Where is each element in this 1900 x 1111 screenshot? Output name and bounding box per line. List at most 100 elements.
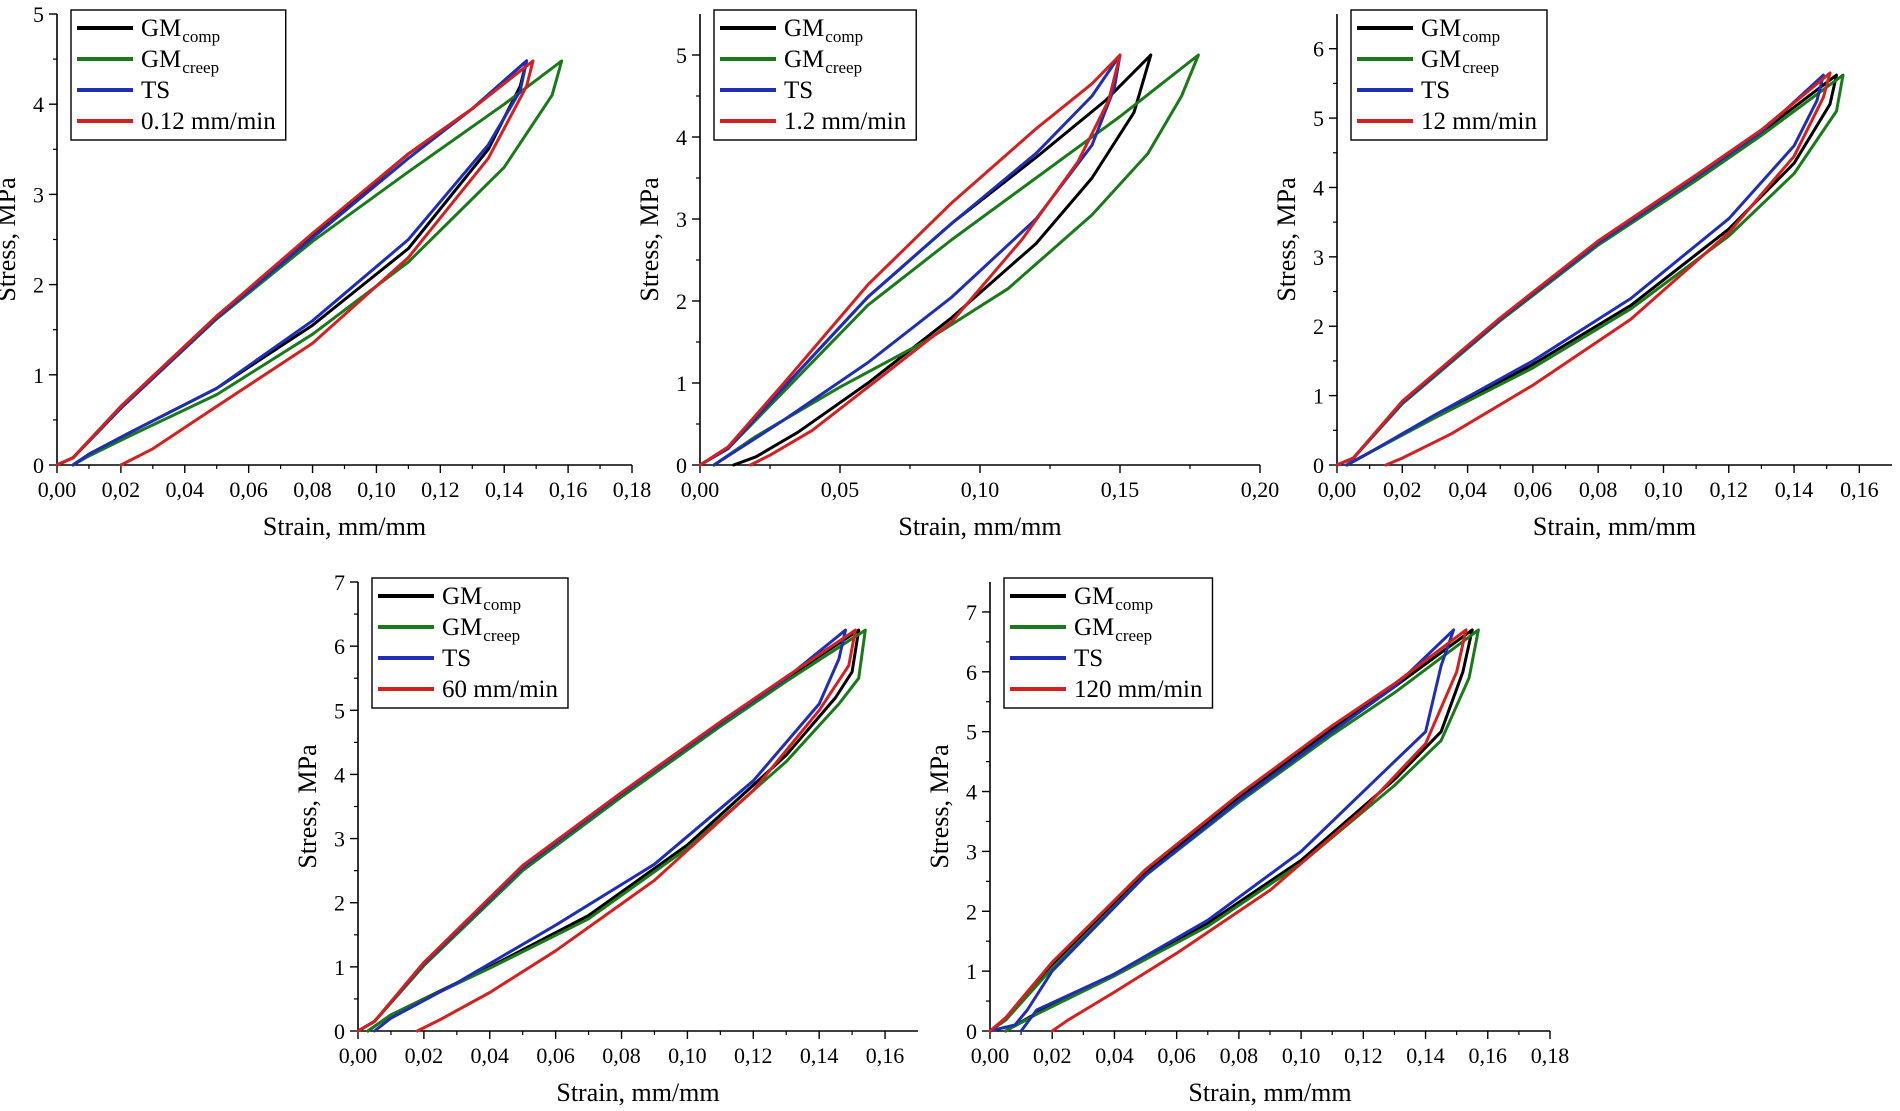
x-tick-label: 0,16 bbox=[1469, 1043, 1508, 1068]
x-tick-label: 0,00 bbox=[339, 1043, 378, 1068]
series-line-4 bbox=[1335, 71, 1832, 467]
y-tick-label: 3 bbox=[966, 839, 977, 864]
chart-panel-2: 0,00 0,05 0,10 0,15 0,20 0 1 2 3 4 5 Strain, mm/mm S… bbox=[635, 9, 1279, 541]
legend-entry-subscript: creep bbox=[182, 58, 219, 77]
x-tick-label: 0,12 bbox=[734, 1043, 773, 1068]
y-tick-label: 3 bbox=[676, 207, 687, 232]
legend-entry-label: GM bbox=[1074, 583, 1114, 610]
x-tick-label: 0,06 bbox=[536, 1043, 575, 1068]
legend-entry-subscript: comp bbox=[483, 595, 521, 614]
x-tick-label: 0,04 bbox=[1448, 477, 1487, 502]
x-tick-label: 0,02 bbox=[102, 477, 141, 502]
legend-entry-label: GM bbox=[784, 15, 824, 42]
x-tick-label: 0,15 bbox=[1101, 477, 1140, 502]
legend-entry-label: TS bbox=[141, 77, 170, 104]
y-tick-label: 5 bbox=[966, 720, 977, 745]
legend-entry-subscript: creep bbox=[1115, 626, 1152, 645]
x-tick-label: 0,18 bbox=[613, 477, 652, 502]
x-tick-label: 0,06 bbox=[1514, 477, 1553, 502]
legend-entry-label: GM bbox=[442, 614, 482, 641]
x-tick-label: 0,08 bbox=[1220, 1043, 1259, 1068]
y-tick-label: 2 bbox=[676, 289, 687, 314]
x-tick-label: 0,00 bbox=[1318, 477, 1357, 502]
y-tick-label: 5 bbox=[1313, 106, 1324, 131]
legend-entry-label: 0.12 mm/min bbox=[141, 108, 276, 135]
legend-entry-label: GM bbox=[1421, 15, 1461, 42]
legend-box bbox=[70, 9, 287, 141]
legend-entry-label: GM bbox=[1074, 614, 1114, 641]
y-axis-title: Stress, MPa bbox=[293, 744, 322, 869]
y-tick-label: 5 bbox=[33, 2, 44, 27]
x-axis-title: Strain, mm/mm bbox=[1188, 1078, 1351, 1107]
legend-entry-label: TS bbox=[784, 77, 813, 104]
legend-entry-label: 120 mm/min bbox=[1074, 676, 1203, 703]
series-line-4 bbox=[356, 628, 857, 1033]
y-axis-title: Stress, MPa bbox=[925, 744, 954, 869]
x-tick-label: 0,10 bbox=[668, 1043, 707, 1068]
x-tick-label: 0,12 bbox=[1710, 477, 1749, 502]
x-tick-label: 0,16 bbox=[549, 477, 588, 502]
legend-entry-label: 12 mm/min bbox=[1421, 108, 1537, 135]
x-tick-label: 0,05 bbox=[821, 477, 860, 502]
y-tick-label: 5 bbox=[334, 698, 345, 723]
legend-entry-subscript: comp bbox=[1462, 27, 1500, 46]
legend-box bbox=[713, 9, 917, 141]
y-tick-label: 6 bbox=[334, 634, 345, 659]
chart-panel-1: 0,00 0,02 0,04 0,06 0,08 0,10 0,12 0,14 0,16 0,18… bbox=[0, 2, 651, 541]
y-tick-label: 0 bbox=[676, 453, 687, 478]
legend-entry-label: TS bbox=[1074, 645, 1103, 672]
x-tick-label: 0,14 bbox=[1406, 1043, 1445, 1068]
series-line-4 bbox=[988, 628, 1468, 1033]
legend-entry-label: GM bbox=[442, 583, 482, 610]
legend-entry-subscript: comp bbox=[182, 27, 220, 46]
y-tick-label: 4 bbox=[334, 762, 345, 787]
legend-box bbox=[1350, 9, 1548, 141]
legend-box bbox=[371, 577, 569, 709]
y-tick-label: 3 bbox=[33, 182, 44, 207]
series-line-3 bbox=[698, 53, 1122, 467]
x-tick-label: 0,18 bbox=[1531, 1043, 1570, 1068]
legend-entry-subscript: comp bbox=[825, 27, 863, 46]
x-axis-title: Strain, mm/mm bbox=[556, 1078, 719, 1107]
series-line-2 bbox=[1335, 73, 1845, 467]
series-line-4 bbox=[55, 59, 535, 467]
y-axis-title: Stress, MPa bbox=[1272, 177, 1301, 302]
legend-entry-subscript: creep bbox=[825, 58, 862, 77]
y-tick-label: 7 bbox=[334, 570, 345, 595]
y-axis-title: Stress, MPa bbox=[635, 177, 664, 302]
x-tick-label: 0,06 bbox=[1157, 1043, 1196, 1068]
y-tick-label: 6 bbox=[966, 660, 977, 685]
x-tick-label: 0,02 bbox=[1033, 1043, 1072, 1068]
y-tick-label: 2 bbox=[334, 891, 345, 916]
y-tick-label: 5 bbox=[676, 43, 687, 68]
legend-entry-subscript: comp bbox=[1115, 595, 1153, 614]
y-tick-label: 0 bbox=[966, 1019, 977, 1044]
legend-entry-label: GM bbox=[784, 46, 824, 73]
x-tick-label: 0,04 bbox=[166, 477, 205, 502]
y-tick-label: 6 bbox=[1313, 37, 1324, 62]
x-tick-label: 0,08 bbox=[293, 477, 332, 502]
y-tick-label: 2 bbox=[1313, 314, 1324, 339]
y-tick-label: 1 bbox=[676, 371, 687, 396]
x-tick-label: 0,10 bbox=[1644, 477, 1683, 502]
chart-panel-3: 0,00 0,02 0,04 0,06 0,08 0,10 0,12 0,14 0,16 0 1 2 3… bbox=[1272, 9, 1892, 541]
x-tick-label: 0,12 bbox=[1344, 1043, 1383, 1068]
series-line-3 bbox=[988, 628, 1456, 1033]
x-tick-label: 0,04 bbox=[1095, 1043, 1134, 1068]
series-line-2 bbox=[356, 628, 867, 1033]
legend-entry-label: 1.2 mm/min bbox=[784, 108, 907, 135]
legend-entry-subscript: creep bbox=[1462, 58, 1499, 77]
y-tick-label: 1 bbox=[966, 959, 977, 984]
x-axis-title: Strain, mm/mm bbox=[1533, 512, 1696, 541]
y-tick-label: 1 bbox=[334, 955, 345, 980]
series-line-4 bbox=[698, 53, 1122, 467]
x-axis-title: Strain, mm/mm bbox=[898, 512, 1061, 541]
y-tick-label: 2 bbox=[33, 273, 44, 298]
x-tick-label: 0,16 bbox=[1840, 477, 1879, 502]
chart-panel-4: 0,00 0,02 0,04 0,06 0,08 0,10 0,12 0,14 0,16 0 1 2 3… bbox=[293, 570, 918, 1107]
x-tick-label: 0,00 bbox=[971, 1043, 1010, 1068]
